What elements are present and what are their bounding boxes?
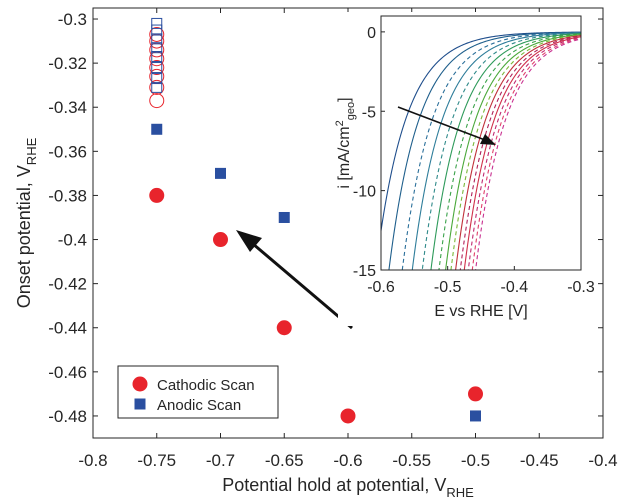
inset-y-title-close: ] — [336, 97, 353, 101]
inset-x-tick-label: -0.5 — [434, 279, 462, 296]
legend-cathodic-marker — [132, 376, 148, 392]
main-arrow-shaft — [245, 236, 353, 330]
y-tick-label: -0.4 — [58, 231, 87, 250]
anodic-hollow-point — [151, 81, 163, 93]
anodic-point — [470, 410, 481, 422]
inset-x-tick-label: -0.6 — [367, 279, 395, 296]
inset-x-tick-label: -0.4 — [501, 279, 529, 296]
x-tick-label: -0.6 — [333, 451, 362, 470]
inset-y-tick-label: -10 — [353, 184, 376, 201]
x-tick-label: -0.5 — [461, 451, 490, 470]
anodic-hollow-point — [151, 73, 163, 85]
anodic-point — [151, 123, 163, 135]
y-axis-title-sub: RHE — [24, 137, 39, 165]
inset-curve — [430, 32, 581, 270]
y-tick-label: -0.3 — [58, 10, 87, 29]
inset-chart: -0.6 -0.5 -0.4 -0.3 -15 -10 -5 0 E vs RHE [V] i [… — [334, 12, 595, 326]
inset-curve — [450, 34, 581, 270]
y-tick-label: -0.36 — [48, 142, 87, 161]
inset-curve — [445, 33, 581, 270]
inset-curve — [401, 31, 581, 270]
inset-y-title-main: i [mA/cm — [336, 126, 353, 188]
inset-y-title-sub: geo — [345, 102, 357, 120]
inset-arrow-shaft — [397, 106, 486, 141]
y-axis-title-main: Onset potential, V — [14, 165, 34, 308]
inset-x-axis-title: E vs RHE [V] — [434, 303, 527, 320]
inset-curve — [467, 36, 581, 270]
x-tick-label: -0.55 — [392, 451, 431, 470]
main-chart: -0.8 -0.75 -0.7 -0.65 -0.6 -0.55 -0.5 -0.45 -0.4… — [14, 7, 618, 498]
x-axis-title-main: Potential hold at potential, V — [222, 475, 446, 495]
y-tick-label: -0.48 — [48, 407, 87, 426]
inset-y-tick-label: -15 — [353, 263, 376, 280]
cathodic-point — [213, 232, 228, 248]
legend: Cathodic Scan Anodic Scan — [117, 365, 279, 419]
cathodic-point — [340, 408, 356, 424]
x-tick-label: -0.8 — [78, 451, 107, 470]
cathodic-hollow-point — [149, 93, 165, 109]
anodic-hollow-point — [151, 51, 163, 63]
inset-curve — [463, 36, 581, 270]
inset-curves — [381, 31, 581, 270]
x-tick-label: -0.65 — [265, 451, 304, 470]
y-tick-label: -0.34 — [48, 98, 87, 117]
inset-curve — [421, 32, 581, 270]
inset-arrow-head — [480, 134, 496, 145]
x-tick-label: -0.45 — [520, 451, 559, 470]
inset-y-tick-label: 0 — [367, 25, 376, 42]
cathodic-hollow-point — [149, 26, 165, 42]
y-tick-label: -0.32 — [48, 54, 87, 73]
anodic-point — [278, 211, 290, 223]
x-axis-title: Potential hold at potential, VRHE — [222, 475, 474, 498]
cathodic-point — [149, 187, 165, 203]
inset-y-axis-title: i [mA/cm2geo] — [334, 97, 357, 188]
inset-curve — [388, 31, 581, 270]
cathodic-hollow-point — [149, 60, 165, 76]
anodic-hollow-point — [151, 42, 163, 54]
legend-cathodic-label: Cathodic Scan — [157, 377, 255, 394]
cathodic-point — [276, 320, 292, 336]
cathodic-point — [468, 386, 483, 402]
main-arrow-head — [236, 230, 262, 252]
anodic-hollow-point — [151, 24, 163, 36]
cathodic-hollow-point — [149, 79, 165, 95]
inset-x-tick-label: -0.3 — [567, 279, 595, 296]
x-axis-title-sub: RHE — [446, 485, 474, 498]
y-tick-label: -0.42 — [48, 275, 87, 294]
y-tick-label: -0.38 — [48, 186, 87, 205]
inset-y-tick-label: -5 — [362, 104, 376, 121]
y-tick-label: -0.46 — [48, 363, 87, 382]
inset-backdrop — [338, 12, 588, 326]
anodic-hollow-point — [151, 62, 163, 74]
anodic-hollow-point — [151, 17, 163, 29]
inset-curve — [459, 35, 581, 270]
inset-frame — [380, 15, 582, 271]
x-tick-label: -0.7 — [206, 451, 235, 470]
legend-anodic-label: Anodic Scan — [157, 397, 241, 414]
x-tick-label: -0.75 — [137, 451, 176, 470]
anodic-hollow-point — [151, 33, 163, 45]
inset-curve — [475, 38, 581, 270]
inset-curve — [411, 32, 581, 270]
inset-y-title-sup: 2 — [334, 120, 346, 126]
inset-curve — [438, 33, 581, 270]
legend-anodic-marker — [134, 398, 146, 410]
y-tick-label: -0.44 — [48, 319, 87, 338]
y-axis-title: Onset potential, VRHE — [14, 137, 39, 308]
inset-curve — [455, 34, 581, 270]
anodic-point — [215, 167, 226, 179]
x-tick-label: -0.4 — [588, 451, 617, 470]
